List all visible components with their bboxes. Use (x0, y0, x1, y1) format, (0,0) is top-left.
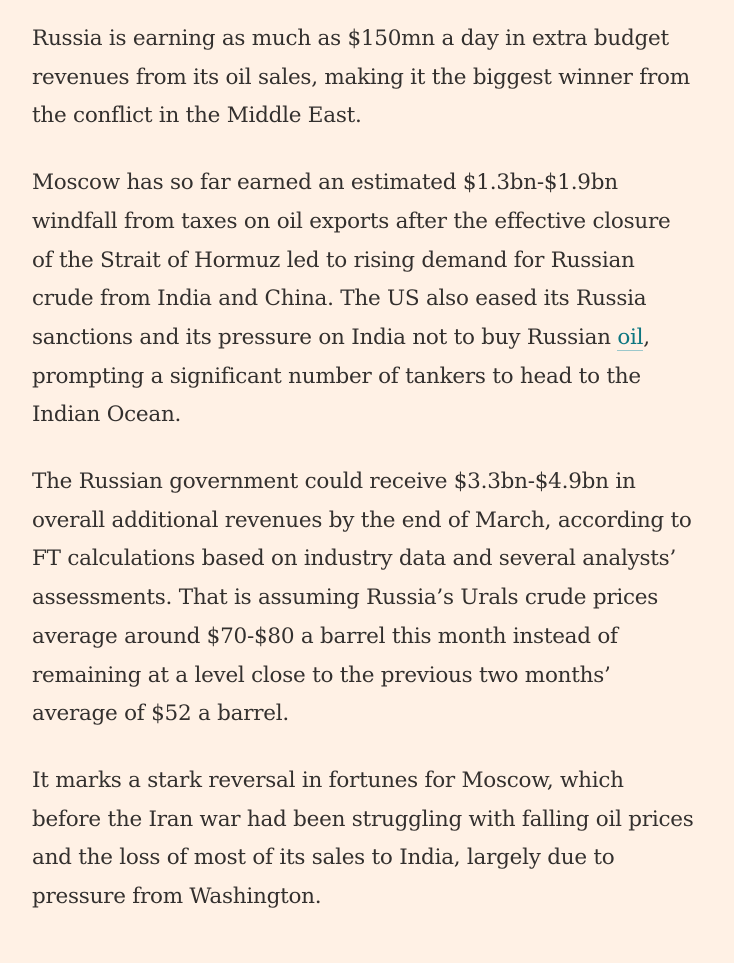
paragraph-line: Indian Ocean. (32, 402, 182, 428)
link-line-after: , (643, 324, 650, 350)
paragraph-line: Moscow has so far earned an estimated $1… (32, 170, 618, 196)
paragraph-line: pressure from Washington. (32, 884, 322, 910)
paragraph-line: The Russian government could receive $3.… (32, 469, 636, 495)
paragraph-line: crude from India and China. The US also … (32, 286, 647, 312)
paragraph-line: remaining at a level close to the previo… (32, 662, 611, 688)
paragraph-line: before the Iran war had been struggling … (32, 806, 694, 832)
paragraph-4: It marks a stark reversal in fortunes fo… (32, 762, 714, 917)
article-body: Russia is earning as much as $150mn a da… (32, 20, 714, 917)
paragraph-1: Russia is earning as much as $150mn a da… (32, 20, 714, 136)
paragraph-line: Russia is earning as much as $150mn a da… (32, 26, 669, 51)
paragraph-line: of the Strait of Hormuz led to rising de… (32, 247, 635, 273)
paragraph-line: revenues from its oil sales, making it t… (32, 64, 690, 90)
paragraph-line: prompting a significant number of tanker… (32, 363, 641, 389)
paragraph-line: and the loss of most of its sales to Ind… (32, 845, 615, 871)
paragraph-line: the conflict in the Middle East. (32, 103, 362, 129)
link-line-before: sanctions and its pressure on India not … (32, 324, 618, 350)
paragraph-line: average of $52 a barrel. (32, 701, 289, 727)
paragraph-2: Moscow has so far earned an estimated $1… (32, 164, 714, 435)
paragraph-line: windfall from taxes on oil exports after… (32, 208, 671, 234)
paragraph-line: FT calculations based on industry data a… (32, 546, 677, 572)
paragraph-line: It marks a stark reversal in fortunes fo… (32, 767, 624, 793)
paragraph-line: assessments. That is assuming Russia’s U… (32, 585, 659, 611)
paragraph-line: overall additional revenues by the end o… (32, 507, 692, 533)
oil-topic-link[interactable]: oil (617, 324, 644, 351)
paragraph-3: The Russian government could receive $3.… (32, 463, 714, 734)
paragraph-line: average around $70-$80 a barrel this mon… (32, 623, 618, 649)
paragraph-line-with-link: sanctions and its pressure on India not … (32, 319, 714, 358)
